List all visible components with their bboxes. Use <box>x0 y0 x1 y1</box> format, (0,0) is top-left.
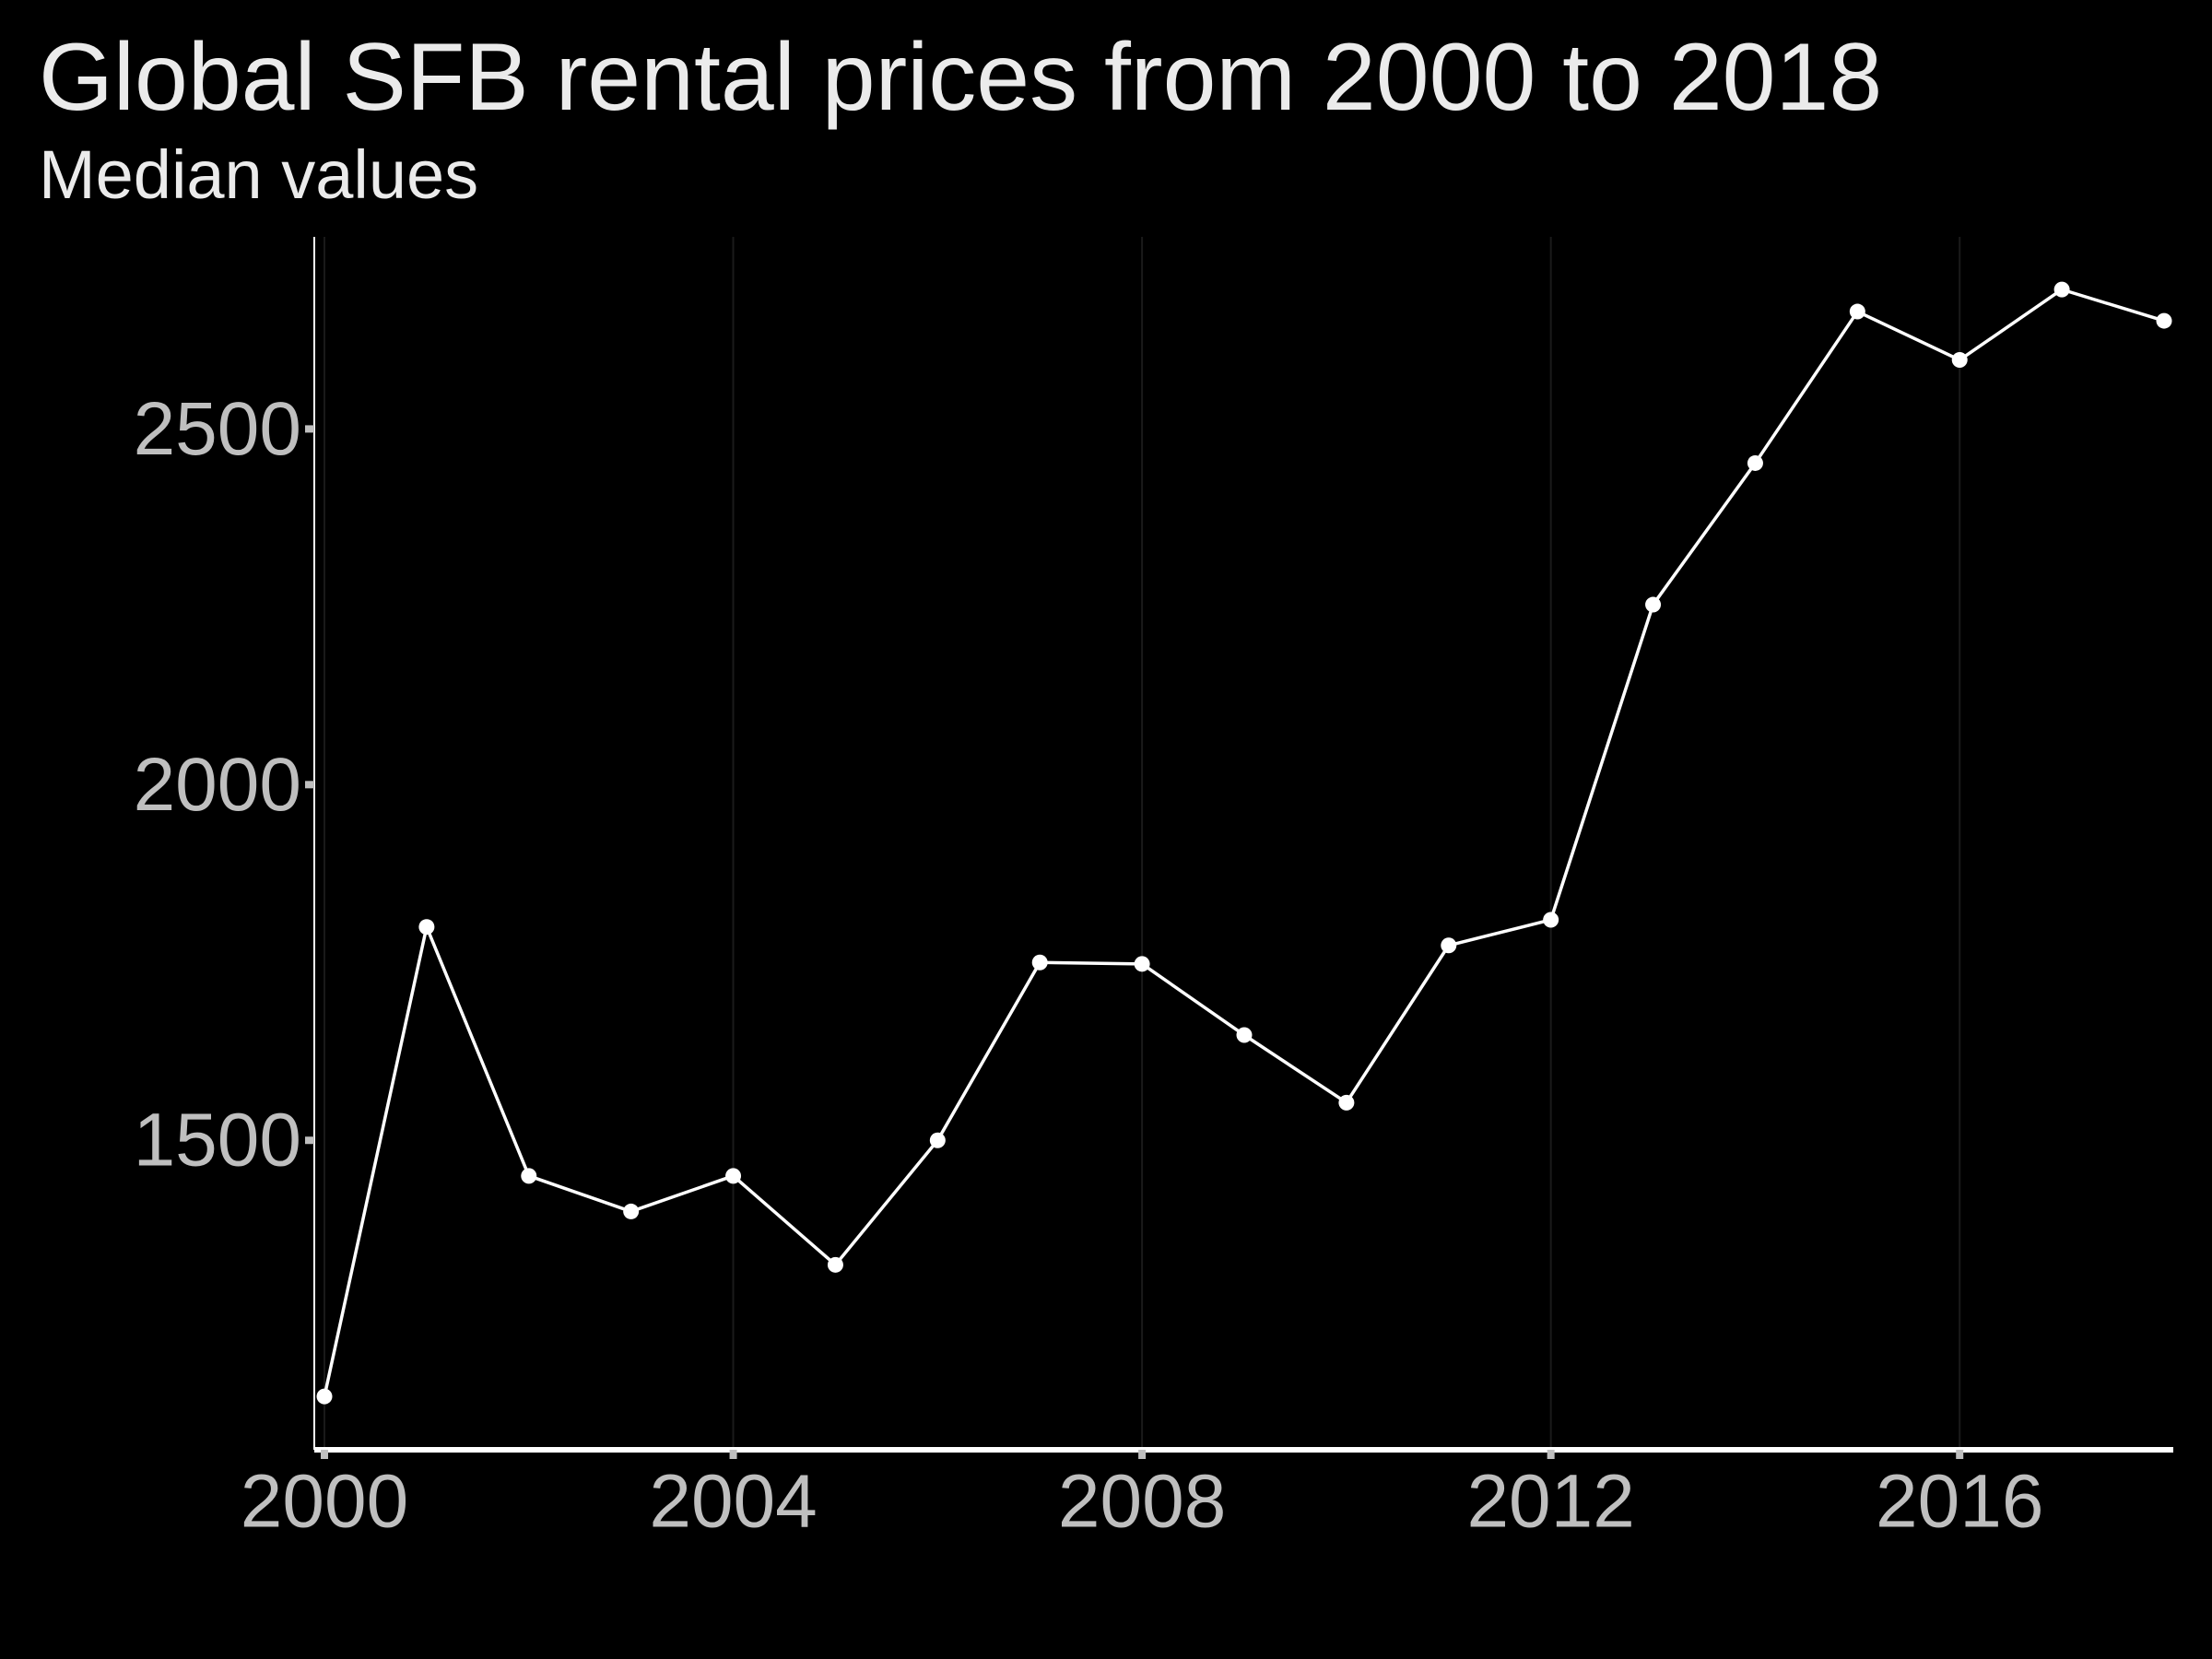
data-point-2002 <box>521 1168 537 1184</box>
data-point-2009 <box>1236 1027 1253 1043</box>
chart-title: Global SFB rental prices from 2000 to 20… <box>39 24 1883 131</box>
data-point-2017 <box>2053 281 2070 298</box>
data-point-2012 <box>1543 912 1559 928</box>
data-point-2010 <box>1338 1094 1355 1111</box>
gridlines <box>324 237 1961 1450</box>
y-tick-label-2: 2500 <box>134 387 301 471</box>
series <box>316 281 2172 1405</box>
data-point-2003 <box>623 1203 640 1219</box>
data-point-2013 <box>1645 596 1662 613</box>
tick-labels: 1500 2000 2500 2000 2004 2008 2012 2016 <box>134 387 2044 1544</box>
data-point-2008 <box>1134 956 1150 972</box>
data-point-2018 <box>2156 312 2172 329</box>
data-point-2011 <box>1441 937 1457 954</box>
data-point-2007 <box>1031 954 1048 971</box>
series-line <box>323 288 2165 1397</box>
data-point-2000 <box>316 1388 333 1405</box>
x-tick-label-1: 2004 <box>649 1460 817 1544</box>
data-point-2016 <box>1951 352 1968 369</box>
data-point-2001 <box>418 919 435 935</box>
x-tick-label-3: 2012 <box>1466 1460 1634 1544</box>
data-point-2015 <box>1849 303 1865 320</box>
x-tick-label-2: 2008 <box>1058 1460 1226 1544</box>
chart-subtitle: Median values <box>39 136 479 213</box>
y-tick-label-1: 2000 <box>134 743 301 827</box>
data-point-2014 <box>1747 454 1763 471</box>
y-tick-label-0: 1500 <box>134 1099 301 1182</box>
x-tick-label-4: 2016 <box>1876 1460 2043 1544</box>
data-point-2004 <box>725 1168 742 1184</box>
axes <box>313 237 2173 1453</box>
x-tick-label-0: 2000 <box>241 1460 408 1544</box>
data-point-2006 <box>929 1132 946 1148</box>
data-point-2005 <box>827 1256 843 1273</box>
